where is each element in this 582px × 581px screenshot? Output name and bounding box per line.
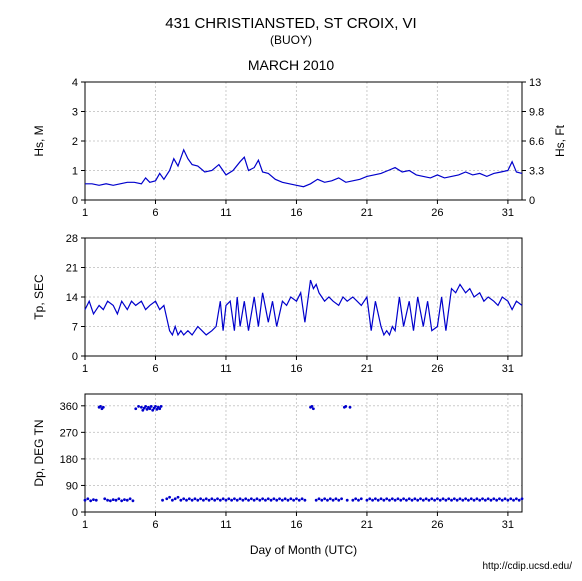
svg-text:21: 21	[361, 519, 373, 531]
svg-text:21: 21	[66, 263, 78, 275]
svg-text:6: 6	[152, 519, 158, 531]
svg-text:270: 270	[60, 427, 78, 439]
svg-text:28: 28	[66, 233, 78, 245]
svg-text:11: 11	[220, 519, 231, 531]
subtitle: (BUOY)	[270, 33, 312, 47]
svg-text:6.6: 6.6	[529, 136, 544, 148]
svg-text:11: 11	[220, 207, 231, 219]
svg-text:13: 13	[529, 77, 541, 89]
svg-text:1: 1	[72, 166, 78, 178]
svg-text:31: 31	[502, 519, 514, 531]
x-axis-label: Day of Month (UTC)	[250, 543, 357, 557]
svg-text:0: 0	[529, 195, 535, 207]
svg-text:3: 3	[72, 107, 78, 119]
svg-text:26: 26	[431, 519, 443, 531]
month-title: MARCH 2010	[248, 57, 335, 73]
svg-text:4: 4	[72, 77, 78, 89]
svg-text:0: 0	[72, 351, 78, 363]
svg-text:11: 11	[220, 363, 231, 375]
svg-text:360: 360	[60, 401, 78, 413]
panel-hs: 0123403.36.69.813161116212631Hs, MHs, Ft	[32, 77, 567, 219]
svg-text:1: 1	[82, 519, 88, 531]
svg-text:0: 0	[72, 507, 78, 519]
svg-text:26: 26	[431, 207, 443, 219]
series-dp	[84, 405, 524, 502]
svg-text:1: 1	[82, 207, 88, 219]
svg-text:21: 21	[361, 363, 373, 375]
svg-text:31: 31	[502, 363, 514, 375]
footer-credit: http://cdip.ucsd.edu/	[482, 561, 572, 572]
svg-text:2: 2	[72, 136, 78, 148]
ylabel-hs: Hs, M	[32, 125, 46, 156]
svg-text:16: 16	[290, 207, 302, 219]
panel-tp: 07142128161116212631Tp, SEC	[32, 233, 522, 375]
svg-text:26: 26	[431, 363, 443, 375]
ylabel-dp: Dp, DEG TN	[32, 419, 46, 486]
ylabel-tp: Tp, SEC	[32, 274, 46, 320]
svg-text:14: 14	[66, 292, 78, 304]
buoy-chart: 431 CHRISTIANSTED, ST CROIX, VI(BUOY) MAR…	[0, 0, 582, 581]
svg-text:31: 31	[502, 207, 514, 219]
svg-text:6: 6	[152, 363, 158, 375]
svg-text:0: 0	[72, 195, 78, 207]
svg-text:9.8: 9.8	[529, 107, 544, 119]
svg-text:1: 1	[82, 363, 88, 375]
svg-text:Hs, Ft: Hs, Ft	[553, 124, 567, 157]
series-hs	[85, 150, 522, 187]
svg-text:7: 7	[72, 322, 78, 334]
svg-text:21: 21	[361, 207, 373, 219]
svg-text:180: 180	[60, 454, 78, 466]
svg-text:90: 90	[66, 480, 78, 492]
svg-text:16: 16	[290, 519, 302, 531]
svg-text:3.3: 3.3	[529, 166, 544, 178]
panel-dp: 090180270360161116212631Dp, DEG TN	[32, 394, 523, 531]
svg-text:16: 16	[290, 363, 302, 375]
main-title: 431 CHRISTIANSTED, ST CROIX, VI	[165, 15, 416, 32]
svg-text:6: 6	[152, 207, 158, 219]
